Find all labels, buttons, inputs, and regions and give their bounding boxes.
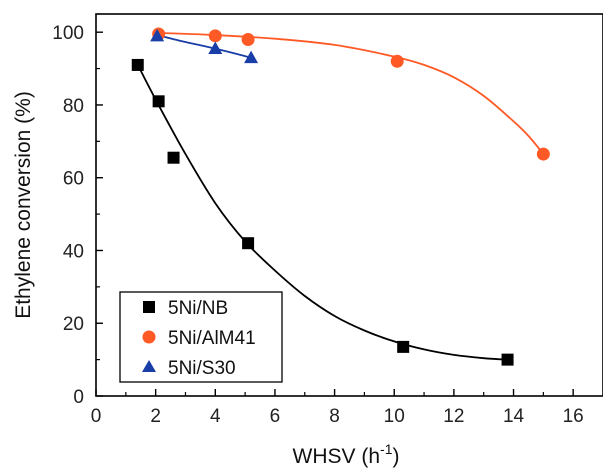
data-point-5ni-s30 xyxy=(150,28,165,42)
x-tick-label: 16 xyxy=(563,406,584,427)
data-point-5ni-s30 xyxy=(244,50,259,64)
x-tick-label: 10 xyxy=(384,406,405,427)
x-tick-label: 8 xyxy=(329,406,340,427)
plot-frame xyxy=(95,13,603,397)
data-point-5ni-s30 xyxy=(208,41,223,55)
x-axis-title: WHSV (h-1) xyxy=(293,441,400,468)
y-tick-label: 0 xyxy=(73,387,84,408)
y-tick-label: 100 xyxy=(52,23,84,44)
data-point-5ni-nb xyxy=(167,151,180,164)
legend-marker-5ni-nb xyxy=(143,301,155,313)
x-tick-label: 14 xyxy=(503,406,525,427)
y-tick-label: 20 xyxy=(63,314,84,335)
data-point-5ni-nb xyxy=(397,340,410,353)
legend-label-5ni-s30: 5Ni/S30 xyxy=(168,358,236,379)
y-tick-label: 80 xyxy=(63,96,84,117)
y-axis-title: Ethylene conversion (%) xyxy=(12,91,35,319)
data-point-5ni-alm41 xyxy=(390,54,404,68)
fit-curves xyxy=(136,32,545,361)
data-point-5ni-nb xyxy=(501,353,514,366)
fit-line-5ni-nb xyxy=(136,64,508,361)
y-tick-label: 60 xyxy=(63,169,84,190)
data-point-5ni-alm41 xyxy=(536,147,550,161)
legend-marker-5ni-s30 xyxy=(142,360,156,372)
x-axis-title-sup: -1 xyxy=(380,441,393,457)
data-point-5ni-alm41 xyxy=(208,29,222,43)
x-tick-label: 4 xyxy=(210,406,221,427)
fit-line-5ni-alm41 xyxy=(158,32,545,155)
x-tick-label: 0 xyxy=(91,406,102,427)
data-points xyxy=(131,27,550,366)
legend-label-5ni-nb: 5Ni/NB xyxy=(168,298,228,319)
data-point-5ni-nb xyxy=(131,58,144,71)
legend: 5Ni/NB 5Ni/AlM41 5Ni/S30 xyxy=(119,291,283,383)
x-tick-label: 2 xyxy=(150,406,161,427)
data-point-5ni-nb xyxy=(152,95,165,108)
legend-marker-5ni-alm41 xyxy=(142,330,156,344)
data-point-5ni-alm41 xyxy=(241,32,255,46)
y-tick-label: 40 xyxy=(63,241,84,262)
data-point-5ni-nb xyxy=(242,237,255,250)
x-tick-label: 6 xyxy=(270,406,281,427)
axis-ticks: 0 2 4 6 8 10 12 14 16 0 20 40 60 80 100 xyxy=(52,23,583,427)
x-axis-title-close: ) xyxy=(392,445,399,468)
legend-label-5ni-alm41: 5Ni/AlM41 xyxy=(168,328,256,349)
x-tick-label: 12 xyxy=(443,406,464,427)
x-axis-title-text: WHSV (h xyxy=(293,445,381,468)
fit-line-5ni-s30 xyxy=(155,33,252,59)
